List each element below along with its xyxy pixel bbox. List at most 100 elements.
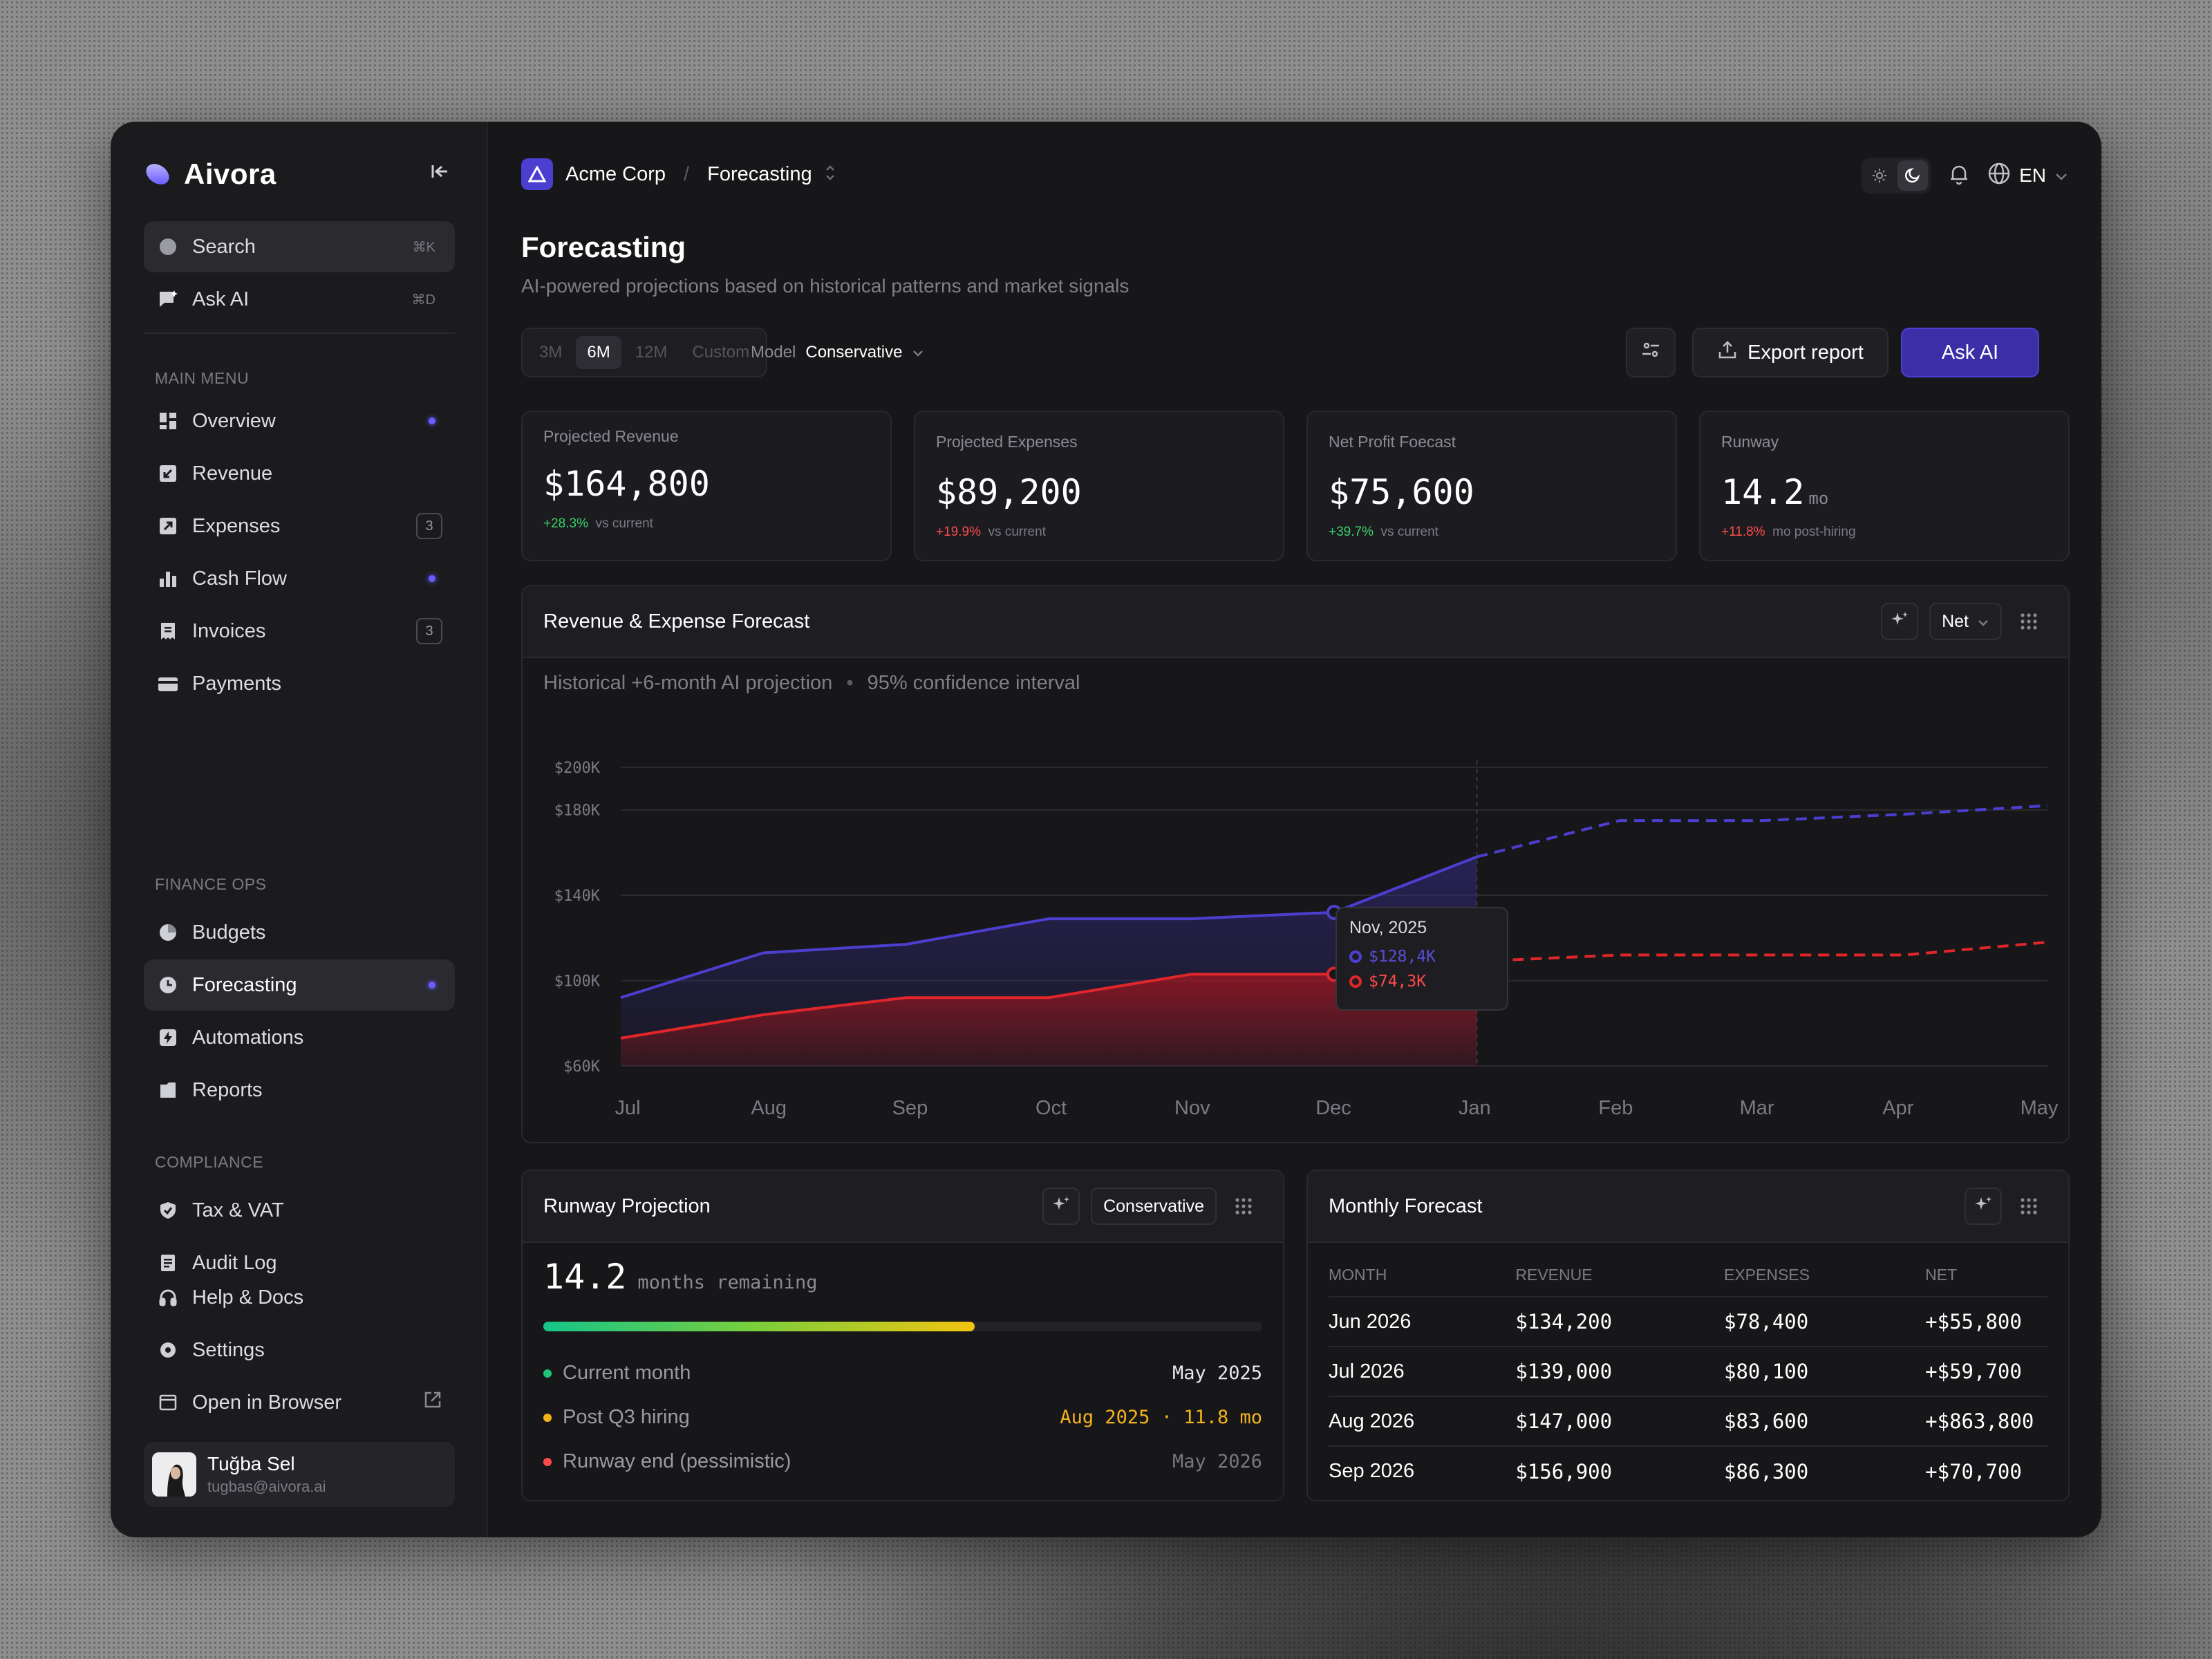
page-subtitle: AI-powered projections based on historic…: [521, 275, 1130, 297]
sidebar-item-audit-log[interactable]: Audit Log: [144, 1237, 455, 1288]
language-selector[interactable]: EN: [1987, 162, 2068, 190]
org-logo-icon[interactable]: [521, 158, 553, 190]
ai-sparkle-button[interactable]: [1881, 603, 1919, 640]
bullet-icon: [543, 1413, 552, 1422]
sidebar-item-revenue[interactable]: Revenue: [144, 448, 455, 499]
table-row[interactable]: Jun 2026 $134,200 $78,400 +$55,800: [1329, 1297, 2047, 1347]
help-docs-link[interactable]: Help & Docs: [144, 1272, 455, 1323]
settings-link[interactable]: Settings: [144, 1324, 455, 1376]
help-docs-label: Help & Docs: [192, 1286, 304, 1309]
monthly-forecast-panel: Monthly Forecast MONTH REVENUE EXPENSES …: [1306, 1170, 2070, 1501]
kpi-footnote: +28.3% vs current: [543, 516, 870, 532]
browser-window-icon: [156, 1391, 180, 1414]
user-profile-card[interactable]: Tuğba Sel tugbas@aivora.ai: [144, 1442, 455, 1507]
sidebar-item-expenses[interactable]: Expenses 3: [144, 500, 455, 552]
globe-icon: [1987, 162, 2011, 190]
model-selector[interactable]: Model Conservative: [751, 328, 924, 377]
ask-ai-nav[interactable]: Ask AI ⌘D: [144, 274, 455, 325]
ai-sparkle-button[interactable]: [1965, 1188, 2002, 1225]
runway-progress-track: [543, 1322, 1262, 1331]
runway-panel: Runway Projection Conservative 14.2 mont…: [521, 1170, 1284, 1501]
runway-row: Current month May 2025: [543, 1362, 1262, 1385]
kpi-unit: mo: [1808, 489, 1829, 508]
moon-icon[interactable]: [1897, 160, 1929, 191]
sidebar-item-reports[interactable]: Reports: [144, 1065, 455, 1116]
runway-row-label: Runway end (pessimistic): [563, 1450, 791, 1472]
export-report-button[interactable]: Export report: [1692, 328, 1888, 377]
kpi-label: Projected Revenue: [543, 427, 679, 445]
sidebar-item-overview[interactable]: Overview: [144, 395, 455, 447]
search-button[interactable]: Search ⌘K: [144, 221, 455, 272]
upload-icon: [1717, 339, 1738, 366]
caption-text: Historical +6-month AI projection: [543, 672, 833, 694]
ai-sparkle-button[interactable]: [1042, 1188, 1080, 1225]
open-in-browser-link[interactable]: Open in Browser: [144, 1377, 455, 1428]
sidebar-item-cash-flow[interactable]: Cash Flow: [144, 553, 455, 604]
runway-value: 14.2 months remaining: [543, 1257, 818, 1297]
invoice-icon: [156, 619, 180, 643]
kpi-footnote: +19.9% vs current: [936, 525, 1262, 540]
range-selector: 3M 6M 12M Custom: [521, 328, 768, 377]
column-header[interactable]: REVENUE: [1515, 1254, 1724, 1297]
table-row[interactable]: Aug 2026 $147,000 $83,600 +$863,800: [1329, 1396, 2047, 1447]
chart-caption: Historical +6-month AI projection • 95% …: [543, 672, 1080, 695]
collapse-sidebar-icon[interactable]: [426, 158, 453, 185]
drag-grid-icon[interactable]: [2010, 1188, 2047, 1225]
sidebar-item-budgets[interactable]: Budgets: [144, 907, 455, 958]
runway-row: Runway end (pessimistic) May 2026: [543, 1450, 1262, 1473]
sidebar-item-payments[interactable]: Payments: [144, 658, 455, 709]
kpi-label: Runway: [1721, 433, 1779, 451]
theme-toggle[interactable]: [1862, 158, 1931, 194]
table-row[interactable]: Jul 2026 $139,000 $80,100 +$59,700: [1329, 1347, 2047, 1397]
x-tick-label: Jan: [1459, 1097, 1491, 1119]
brand-name: Aivora: [184, 158, 276, 190]
sidebar-item-label: Revenue: [192, 462, 273, 485]
sidebar-item-automations[interactable]: Automations: [144, 1012, 455, 1063]
filter-settings-button[interactable]: [1626, 328, 1676, 377]
column-header[interactable]: MONTH: [1329, 1254, 1516, 1297]
model-label: Model: [751, 343, 796, 362]
kpi-card-revenue: Projected Revenue $164,800 +28.3% vs cur…: [521, 411, 892, 561]
net-filter-dropdown[interactable]: Net: [1929, 603, 2002, 640]
range-3m[interactable]: 3M: [539, 343, 563, 362]
kpi-card-net-profit: Net Profit Foecast $75,600 +39.7% vs cur…: [1306, 411, 1677, 561]
kpi-note: vs current: [595, 516, 653, 531]
chevron-updown-icon[interactable]: [825, 164, 836, 185]
sun-icon[interactable]: [1864, 160, 1895, 191]
drag-grid-icon[interactable]: [1225, 1188, 1262, 1225]
kpi-footnote: +39.7% vs current: [1329, 525, 1655, 540]
breadcrumb-org[interactable]: Acme Corp: [565, 162, 666, 185]
sliders-icon: [1640, 339, 1661, 366]
chevron-down-icon: [1977, 612, 1989, 632]
sidebar-item-invoices[interactable]: Invoices 3: [144, 606, 455, 657]
kpi-value-text: 14.2: [1721, 472, 1805, 512]
forecast-chart[interactable]: $200K $180K $140K $100K $60K Jul Aug Sep Oct Nov D…: [523, 658, 2068, 1142]
runway-row: Post Q3 hiring Aug 2025 · 11.8 mo: [543, 1406, 1262, 1429]
kpi-footnote: +11.8% mo post-hiring: [1721, 525, 2047, 540]
range-6m[interactable]: 6M: [576, 336, 621, 369]
column-header[interactable]: NET: [1925, 1254, 2047, 1297]
folder-icon: [156, 1078, 180, 1102]
brand[interactable]: Aivora: [144, 152, 276, 196]
cell-revenue: $147,000: [1515, 1396, 1724, 1447]
x-tick-label: Jul: [615, 1097, 640, 1119]
kpi-value: 14.2 mo: [1721, 472, 2047, 512]
scenario-dropdown[interactable]: Conservative: [1091, 1188, 1217, 1225]
breadcrumb-page[interactable]: Forecasting: [707, 162, 812, 185]
sidebar-item-tax-vat[interactable]: Tax & VAT: [144, 1185, 455, 1236]
y-tick-label: $100K: [554, 973, 601, 991]
tooltip-expenses-value: $74,3K: [1369, 973, 1427, 991]
ask-ai-button[interactable]: Ask AI: [1901, 328, 2039, 377]
range-12m[interactable]: 12M: [635, 343, 668, 362]
column-header[interactable]: EXPENSES: [1723, 1254, 1926, 1297]
runway-row-value: Aug 2025 · 11.8 mo: [1060, 1407, 1262, 1428]
range-custom[interactable]: Custom: [692, 343, 750, 362]
drag-grid-icon[interactable]: [2010, 603, 2047, 640]
table-row[interactable]: Sep 2026 $156,900 $86,300 +$70,700: [1329, 1446, 2047, 1496]
bell-icon[interactable]: [1947, 162, 1971, 189]
sidebar-item-forecasting[interactable]: Forecasting: [144, 959, 455, 1011]
runway-panel-header: Runway Projection Conservative: [523, 1171, 1283, 1243]
sidebar-item-label: Tax & VAT: [192, 1199, 284, 1221]
panel-title: Revenue & Expense Forecast: [543, 610, 810, 632]
ask-ai-label: Ask AI: [192, 288, 250, 310]
